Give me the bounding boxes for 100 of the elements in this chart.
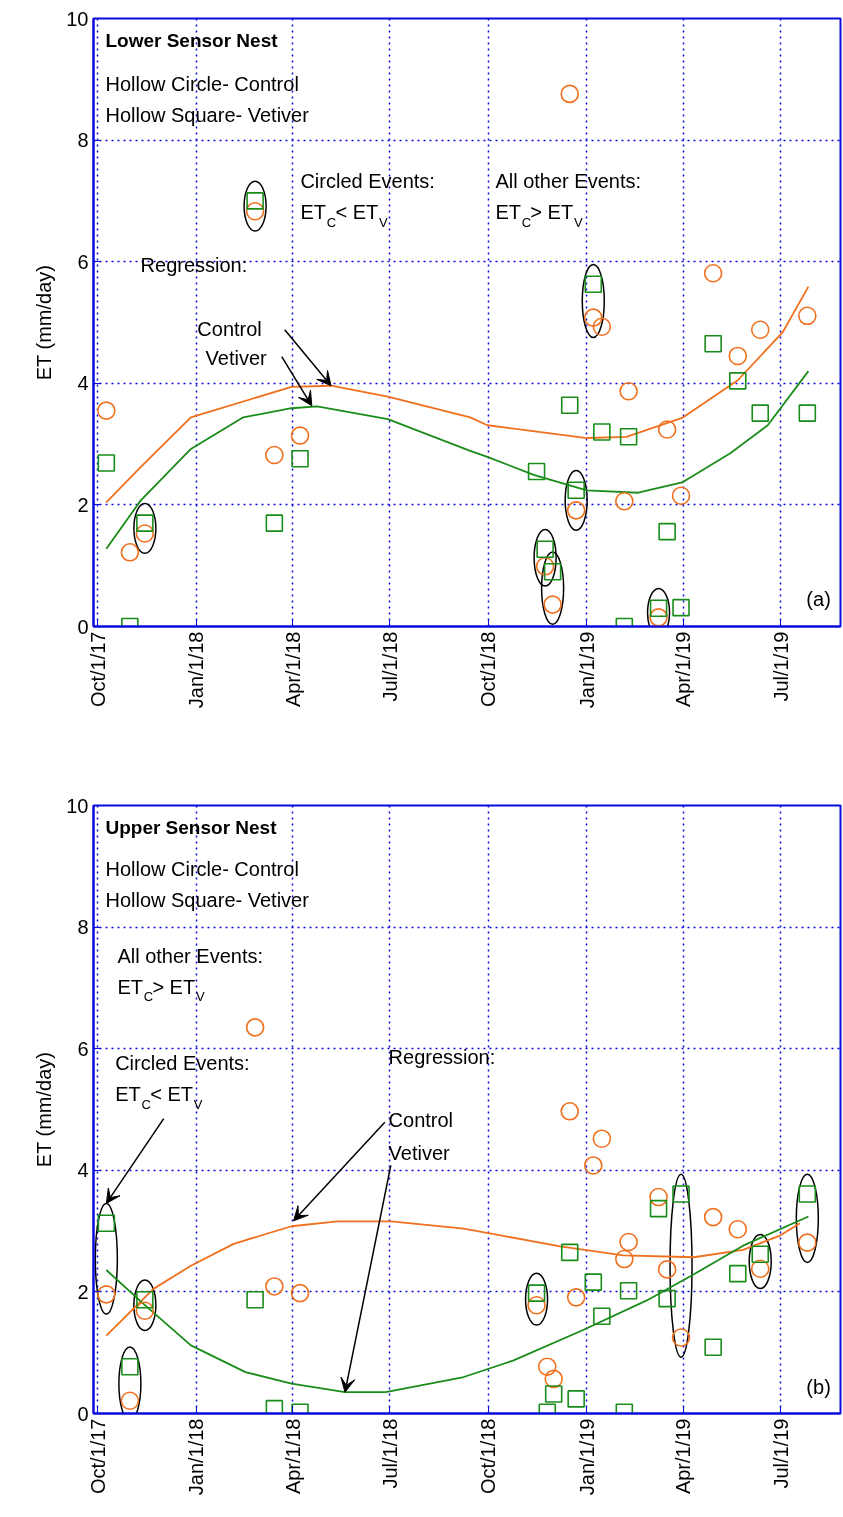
- y-tick-label: 0: [77, 1402, 89, 1425]
- point: [657, 1260, 677, 1279]
- point: [560, 1102, 580, 1121]
- point: [619, 1232, 638, 1252]
- x-tick-label: Apr/1/18: [281, 1418, 304, 1495]
- point: [798, 1185, 817, 1203]
- point: [583, 308, 603, 327]
- x-tick-label: Jul/1/19: [769, 631, 792, 702]
- point: [615, 491, 634, 511]
- point: [560, 396, 579, 414]
- point: [672, 598, 690, 617]
- point: [97, 1285, 116, 1304]
- point: [566, 501, 586, 520]
- point: [704, 334, 722, 353]
- point: [97, 1214, 116, 1232]
- annotation: Hollow Square- Vetiver: [105, 889, 310, 912]
- x-tick-label: Oct/1/17: [86, 631, 109, 708]
- x-tick-label: Oct/1/17: [86, 1418, 109, 1495]
- x-tick-label: Jan/1/18: [185, 631, 208, 709]
- x-tick-label: Apr/1/19: [672, 631, 695, 708]
- point: [658, 1289, 676, 1308]
- point: [560, 1243, 579, 1262]
- point: [593, 423, 611, 441]
- annotation: Control: [388, 1109, 454, 1132]
- point: [703, 1207, 723, 1227]
- point: [291, 449, 309, 468]
- annotation: Circled Events:: [115, 1052, 250, 1075]
- y-tick-label: 6: [77, 1037, 89, 1060]
- point: [120, 1391, 140, 1411]
- point: [615, 1249, 634, 1269]
- point: [246, 1291, 264, 1309]
- annotation: Hollow Circle- Control: [105, 858, 299, 881]
- y-tick-label: 2: [77, 493, 89, 516]
- point: [544, 1369, 563, 1389]
- annotation: All other Events:: [117, 944, 264, 967]
- annotation: Vetiver: [388, 1141, 451, 1164]
- point: [703, 263, 723, 283]
- point: [584, 1273, 603, 1291]
- point: [560, 84, 580, 104]
- point: [97, 401, 116, 420]
- annotation: Hollow Circle- Control: [105, 72, 299, 95]
- point: [649, 608, 668, 627]
- y-tick-label: 4: [77, 1159, 89, 1182]
- point: [584, 275, 603, 293]
- point: [566, 1288, 586, 1307]
- x-tick-label: Oct/1/18: [477, 1418, 500, 1495]
- point: [649, 1199, 668, 1218]
- point: [728, 1264, 747, 1283]
- x-tick-label: Apr/1/18: [281, 631, 304, 708]
- line-series: [105, 1220, 801, 1337]
- annotation: Control: [197, 317, 262, 340]
- line-series: [105, 285, 810, 504]
- point: [671, 486, 691, 506]
- annotation: (b): [806, 1376, 831, 1399]
- point: [567, 1390, 585, 1408]
- point: [245, 1018, 265, 1037]
- annotation: All other Events:: [495, 170, 642, 193]
- point: [543, 562, 562, 581]
- annotation: (a): [806, 587, 831, 610]
- text: Lower Sensor Nest: [105, 29, 279, 51]
- point: [619, 428, 638, 446]
- line-series: [105, 370, 810, 550]
- point: [121, 1357, 139, 1376]
- point: [671, 1328, 691, 1347]
- x-tick-label: Jan/1/19: [575, 1418, 598, 1496]
- point: [593, 1307, 611, 1326]
- point: [265, 445, 284, 465]
- point: [657, 420, 677, 439]
- point: [290, 426, 310, 445]
- point: [290, 1283, 310, 1303]
- point: [672, 1185, 690, 1203]
- point: [619, 381, 638, 401]
- point: [527, 462, 546, 481]
- y-tick-label: 4: [77, 372, 89, 395]
- point: [592, 1129, 612, 1148]
- point: [537, 1357, 557, 1376]
- y-tick-label: 0: [77, 615, 89, 638]
- y-axis-title: ET (mm/day): [33, 265, 56, 381]
- point: [798, 1233, 817, 1252]
- point: [658, 522, 676, 541]
- point: [728, 372, 747, 390]
- point: [704, 1338, 722, 1357]
- x-tick-label: Oct/1/18: [477, 631, 500, 708]
- y-tick-label: 2: [77, 1280, 89, 1303]
- text: Upper Sensor Nest: [105, 816, 278, 838]
- point: [750, 320, 770, 340]
- x-tick-label: Jul/1/18: [378, 1418, 401, 1489]
- x-tick-label: Jul/1/18: [378, 631, 401, 702]
- annotation: Regression:: [388, 1046, 496, 1069]
- point: [649, 1187, 668, 1207]
- y-tick-label: 10: [66, 7, 89, 30]
- point: [592, 317, 612, 337]
- y-tick-label: 10: [66, 794, 89, 817]
- point: [798, 306, 817, 326]
- point: [543, 595, 562, 614]
- y-tick-label: 8: [77, 129, 89, 152]
- annotation: Regression:: [140, 254, 248, 277]
- annotation: Vetiver: [205, 347, 268, 370]
- x-tick-label: Jan/1/19: [575, 631, 598, 709]
- point: [798, 404, 817, 422]
